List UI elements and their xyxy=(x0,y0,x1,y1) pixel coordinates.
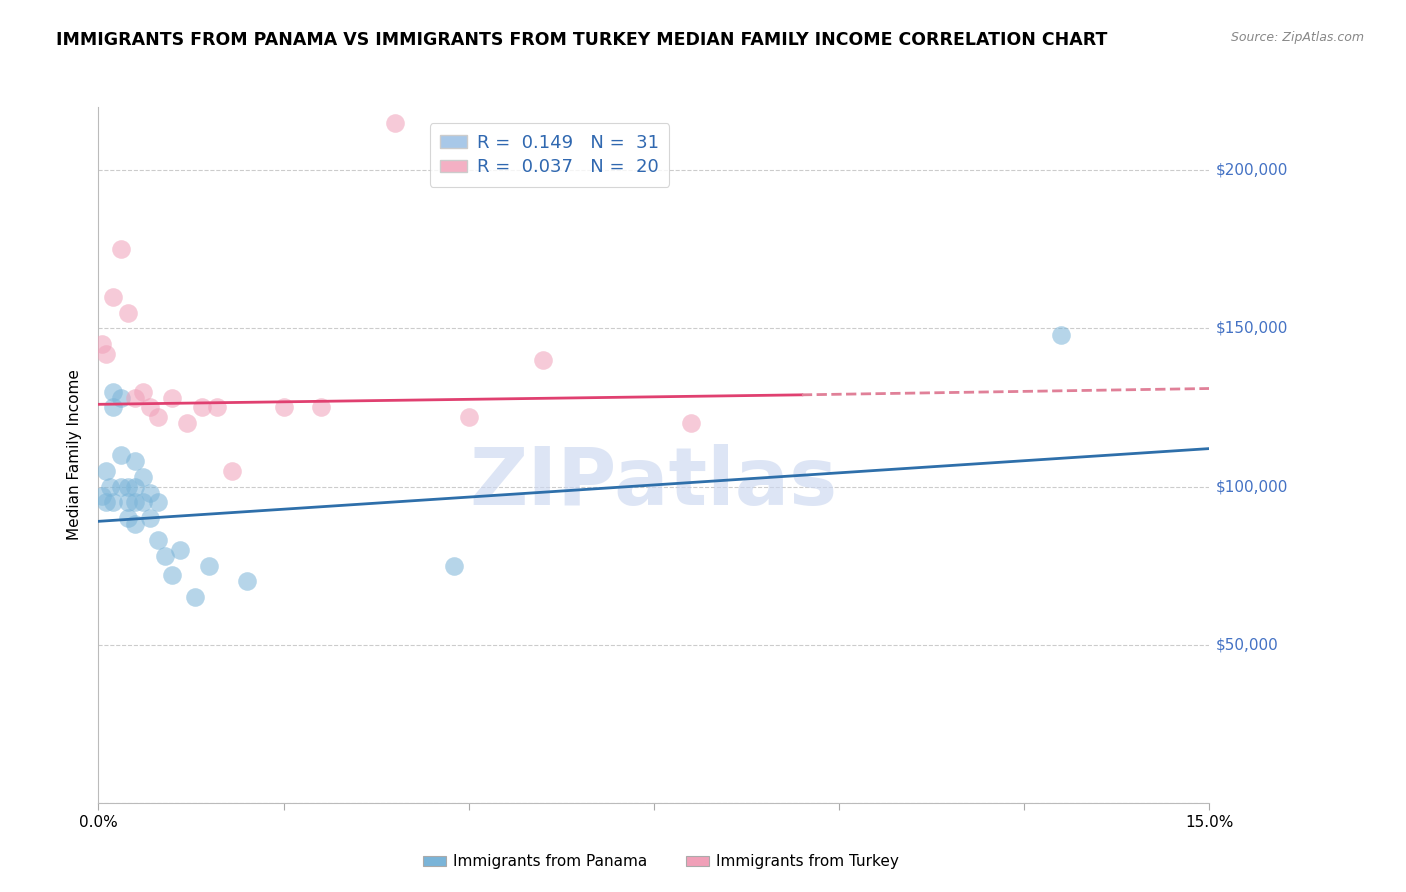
Point xyxy=(124,391,146,405)
Point xyxy=(132,470,155,484)
Point xyxy=(139,511,162,525)
Point xyxy=(384,116,406,130)
Point xyxy=(162,391,184,405)
Point xyxy=(169,542,191,557)
Text: $50,000: $50,000 xyxy=(1216,637,1279,652)
Point xyxy=(103,290,125,304)
Point xyxy=(94,464,117,478)
Point xyxy=(103,495,125,509)
Point xyxy=(117,495,139,509)
Point xyxy=(117,511,139,525)
Point xyxy=(176,417,198,431)
Point xyxy=(110,448,132,462)
Point xyxy=(221,464,243,478)
Point xyxy=(146,495,169,509)
Text: $150,000: $150,000 xyxy=(1216,321,1288,336)
Point xyxy=(146,409,169,424)
Point xyxy=(124,454,146,468)
Point xyxy=(132,384,155,399)
Point xyxy=(124,495,146,509)
Point xyxy=(1050,327,1073,342)
Legend: Immigrants from Panama, Immigrants from Turkey: Immigrants from Panama, Immigrants from … xyxy=(416,848,905,875)
Point xyxy=(162,568,184,582)
Text: ZIPatlas: ZIPatlas xyxy=(470,443,838,522)
Point xyxy=(531,353,554,368)
Point xyxy=(94,347,117,361)
Text: Source: ZipAtlas.com: Source: ZipAtlas.com xyxy=(1230,31,1364,45)
Point xyxy=(117,305,139,319)
Point xyxy=(103,401,125,415)
Point xyxy=(117,479,139,493)
Point xyxy=(146,533,169,548)
Text: $100,000: $100,000 xyxy=(1216,479,1288,494)
Point xyxy=(457,409,479,424)
Point xyxy=(198,558,221,573)
Point xyxy=(124,479,146,493)
Point xyxy=(124,517,146,532)
Point xyxy=(205,401,228,415)
Point xyxy=(273,401,295,415)
Point xyxy=(679,417,702,431)
Point xyxy=(103,384,125,399)
Point xyxy=(110,479,132,493)
Point xyxy=(110,391,132,405)
Point xyxy=(91,337,114,351)
Text: $200,000: $200,000 xyxy=(1216,163,1288,178)
Point xyxy=(91,489,114,503)
Point xyxy=(110,243,132,257)
Point xyxy=(98,479,121,493)
Point xyxy=(153,549,176,563)
Point xyxy=(235,574,257,589)
Point xyxy=(139,401,162,415)
Point xyxy=(191,401,214,415)
Text: IMMIGRANTS FROM PANAMA VS IMMIGRANTS FROM TURKEY MEDIAN FAMILY INCOME CORRELATIO: IMMIGRANTS FROM PANAMA VS IMMIGRANTS FRO… xyxy=(56,31,1108,49)
Point xyxy=(183,591,205,605)
Point xyxy=(132,495,155,509)
Point xyxy=(94,495,117,509)
Point xyxy=(443,558,465,573)
Legend: R =  0.149   N =  31, R =  0.037   N =  20: R = 0.149 N = 31, R = 0.037 N = 20 xyxy=(430,123,669,187)
Point xyxy=(309,401,332,415)
Point xyxy=(139,486,162,500)
Y-axis label: Median Family Income: Median Family Income xyxy=(67,369,83,541)
